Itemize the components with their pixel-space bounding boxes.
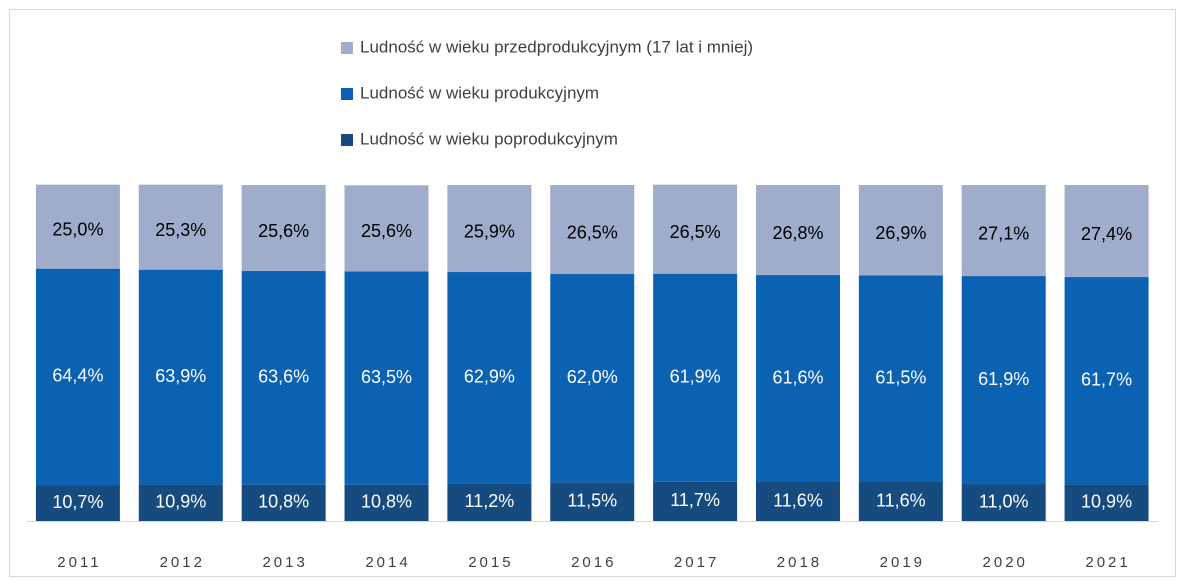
- bar-segment: [961, 185, 1046, 277]
- bar-segment: [550, 274, 635, 483]
- data-label: 10,8%: [258, 492, 309, 512]
- bar-segment: [550, 482, 635, 521]
- data-label: 62,0%: [567, 367, 618, 387]
- x-tick-label: 2017: [674, 554, 719, 571]
- data-label: 25,3%: [155, 220, 206, 240]
- bar-segment: [138, 269, 223, 485]
- bar-segment: [344, 484, 429, 521]
- data-label: 63,6%: [258, 367, 309, 387]
- data-label: 61,9%: [978, 369, 1029, 389]
- bar-segment: [1064, 185, 1149, 278]
- data-label: 10,8%: [361, 492, 412, 512]
- data-label: 10,9%: [1081, 491, 1132, 511]
- bar-segment: [35, 184, 120, 269]
- data-label: 26,8%: [772, 223, 823, 243]
- x-tick-label: 2016: [571, 554, 616, 571]
- data-label: 27,4%: [1081, 224, 1132, 244]
- data-label: 63,5%: [361, 367, 412, 387]
- bar-segment: [447, 272, 532, 484]
- bar-segment: [961, 484, 1046, 521]
- x-tick-label: 2012: [160, 554, 205, 571]
- data-label: 25,6%: [258, 221, 309, 241]
- bar-segment: [241, 484, 326, 521]
- bar-segment: [755, 482, 840, 521]
- bar-segment: [653, 184, 738, 274]
- bar-segment: [241, 185, 326, 272]
- bar-segment: [1064, 484, 1149, 521]
- data-label: 27,1%: [978, 223, 1029, 243]
- data-label: 26,9%: [875, 223, 926, 243]
- bar-segment: [858, 185, 943, 276]
- data-label: 61,9%: [670, 366, 721, 386]
- data-label: 11,7%: [670, 490, 720, 510]
- legend-swatch: [341, 88, 353, 100]
- x-tick-label: 2020: [983, 554, 1028, 571]
- x-tick-label: 2011: [57, 554, 101, 571]
- bar-segment: [550, 185, 635, 275]
- legend-text: Ludność w wieku przedprodukcyjnym (17 la…: [360, 37, 753, 56]
- data-label: 10,9%: [155, 491, 206, 511]
- legend-swatch: [341, 42, 353, 54]
- bar-segment: [344, 271, 429, 485]
- data-label: 11,6%: [876, 490, 926, 510]
- data-label: 62,9%: [464, 366, 515, 386]
- x-tick-label: 2018: [777, 554, 822, 571]
- data-label: 64,4%: [52, 366, 103, 386]
- x-tick-label: 2013: [262, 554, 307, 571]
- bar-segment: [961, 276, 1046, 485]
- x-tick-label: 2019: [880, 554, 925, 571]
- bar-segment: [1064, 277, 1149, 485]
- legend-text: Ludność w wieku poprodukcyjnym: [360, 129, 618, 148]
- bar-segment: [653, 273, 738, 482]
- legend-swatch: [341, 134, 353, 146]
- legend-text: Ludność w wieku produkcyjnym: [360, 83, 599, 102]
- bar-segment: [138, 184, 223, 270]
- data-label: 11,2%: [465, 491, 515, 511]
- bar-segment: [35, 485, 120, 521]
- bar-segment: [241, 271, 326, 485]
- x-tick-label: 2014: [365, 554, 410, 571]
- bar-segment: [858, 482, 943, 521]
- data-label: 26,5%: [567, 222, 618, 242]
- bar-segment: [755, 275, 840, 483]
- bar-segment: [858, 275, 943, 483]
- data-label: 11,5%: [567, 490, 617, 510]
- x-tick-label: 2021: [1085, 554, 1130, 571]
- data-label: 10,7%: [52, 492, 103, 512]
- data-label: 61,5%: [875, 367, 926, 387]
- data-label: 61,7%: [1081, 369, 1132, 389]
- data-label: 25,9%: [464, 221, 515, 241]
- x-tick-label: 2015: [468, 554, 513, 571]
- bar-segment: [344, 185, 429, 272]
- data-label: 25,0%: [52, 219, 103, 239]
- data-label: 11,0%: [979, 491, 1029, 511]
- data-label: 26,5%: [670, 222, 721, 242]
- bar-segment: [653, 481, 738, 521]
- bar-segment: [447, 185, 532, 273]
- bar-segment: [755, 185, 840, 276]
- bar-segment: [35, 268, 120, 486]
- data-label: 63,9%: [155, 366, 206, 386]
- bar-segment: [138, 484, 223, 521]
- data-label: 25,6%: [361, 221, 412, 241]
- bar-segment: [447, 483, 532, 521]
- data-label: 61,6%: [772, 367, 823, 387]
- data-label: 11,6%: [773, 490, 823, 510]
